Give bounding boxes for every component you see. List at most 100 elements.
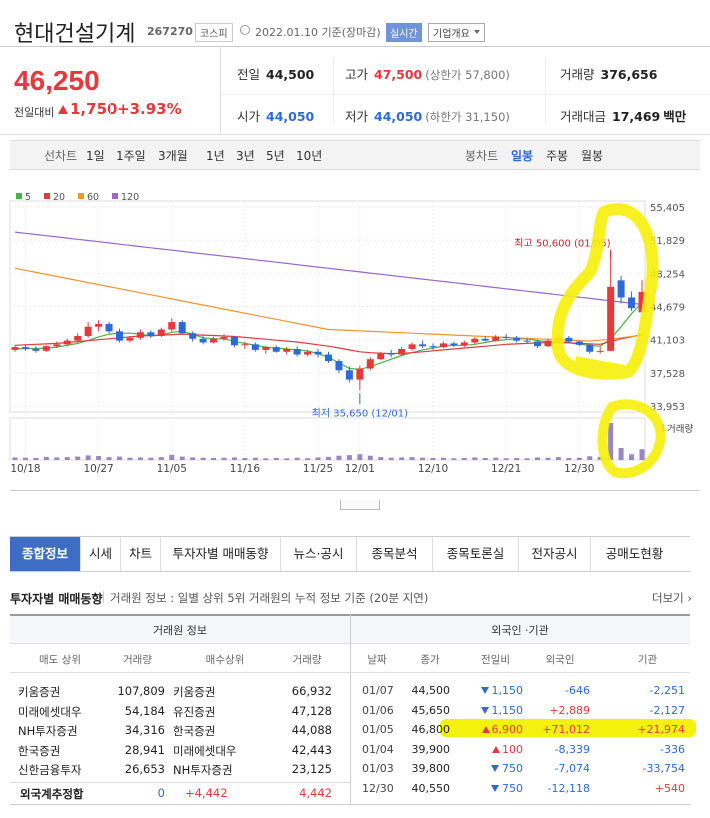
y-tick-label: 55,405	[650, 203, 685, 214]
volume-bar	[12, 457, 18, 460]
stat: 고가 47,500 (상한가 57,800)	[345, 64, 510, 83]
candle-body	[617, 280, 625, 298]
x-tick-label: 12/01	[345, 463, 375, 475]
candle-body	[471, 338, 479, 343]
volume-bar	[127, 457, 133, 460]
period-tab[interactable]: 3년	[236, 149, 255, 163]
collapse-button[interactable]	[340, 500, 380, 510]
period-tab[interactable]: 3개월	[158, 149, 188, 163]
x-tick-label: 11/16	[230, 463, 261, 475]
divider	[220, 46, 221, 134]
company-button[interactable]: 기업개요	[428, 23, 485, 42]
period-tab[interactable]: 1일	[86, 149, 105, 163]
realtime-badge[interactable]: 실시간	[386, 23, 422, 42]
period-tab[interactable]: 5년	[266, 149, 285, 163]
period-tab[interactable]: 1주일	[116, 149, 146, 163]
company-button-text: 기업개요	[433, 29, 470, 40]
y-tick-label: 44,679	[650, 303, 685, 314]
period-tab[interactable]: 1년	[206, 149, 225, 163]
legend-swatch	[112, 193, 118, 199]
change-cell: 750	[468, 762, 523, 775]
nav-tab[interactable]: 뉴스·공시	[280, 537, 356, 571]
nav-tab[interactable]: 공매도현황	[590, 537, 678, 571]
volume-bar	[409, 457, 415, 460]
close-cell: 44,500	[411, 684, 451, 697]
table-title: 거래원 정보	[152, 624, 208, 637]
candle-body	[304, 351, 312, 355]
nav-tab[interactable]: 투자자별 매매동향	[160, 537, 280, 571]
stat: 거래대금 17,469 백만	[560, 106, 686, 125]
volume-bar	[252, 457, 258, 460]
volume-bar	[430, 458, 436, 460]
candle-body	[586, 344, 594, 352]
candle-body	[335, 361, 343, 371]
more-text: 더보기	[652, 591, 684, 605]
volume-cell: 66,932	[291, 684, 332, 698]
candle-body	[356, 368, 364, 380]
candle-body	[481, 338, 489, 341]
highlight-scribble	[597, 399, 666, 479]
stat-value: 44,050	[374, 109, 423, 124]
nav-tab[interactable]: 종합정보	[10, 537, 80, 571]
candle-body	[230, 336, 238, 346]
caret	[473, 30, 480, 34]
more-link[interactable]: 더보기 ›	[652, 591, 693, 605]
volume-bar	[357, 454, 363, 460]
stat-label: 시가	[237, 109, 261, 124]
price: 46,250	[14, 65, 100, 96]
candle-body	[251, 344, 259, 350]
x-tick-label: 11/05	[157, 463, 187, 475]
chart: 55,405 51,829 48,254 44,679 41,103 37,528 33,9…	[9, 192, 693, 479]
stat: 시가 44,050	[237, 106, 314, 125]
volume-bar	[315, 457, 321, 460]
volume-frame	[9, 417, 646, 461]
change-cell: 1,150	[468, 704, 523, 717]
legend-swatch	[78, 193, 84, 199]
candle-body	[638, 291, 646, 313]
change-value: 750	[502, 762, 523, 775]
close-cell: 46,800	[411, 723, 451, 736]
column-header: 매도 상위	[39, 654, 81, 666]
candle-tab[interactable]: 월봉	[581, 149, 604, 163]
date: 2022.01.10 기준(장마감)	[255, 26, 381, 39]
stat-unit: 백만	[663, 109, 687, 124]
change-cell: 750	[468, 782, 523, 795]
stat: 저가 44,050 (하한가 31,150)	[345, 106, 510, 125]
candle-body	[11, 347, 19, 350]
nav-tab[interactable]: 종목토론실	[432, 537, 518, 571]
tab-label: 선차트	[44, 149, 78, 163]
foreign-cell: +71,012	[542, 723, 590, 736]
arrow	[480, 687, 489, 694]
change-value: 6,900	[491, 723, 524, 736]
close-cell: 39,800	[411, 762, 451, 775]
candle-tab[interactable]: 주봉	[546, 149, 569, 163]
stat-note: (하한가 31,150)	[425, 110, 510, 124]
arrow	[58, 105, 68, 114]
nav-tab[interactable]: 시세	[80, 537, 120, 571]
volume-bar	[629, 454, 635, 460]
candle-body	[345, 370, 353, 380]
candle-body	[210, 338, 218, 343]
candle-body	[398, 348, 406, 355]
candle-body	[105, 323, 113, 332]
nav-tab[interactable]: 종목분석	[356, 537, 432, 571]
stat-value: 44,050	[266, 109, 315, 124]
divider	[103, 591, 104, 603]
legend-swatch	[44, 193, 50, 199]
column-header: 전일비	[481, 654, 510, 666]
candle-body	[42, 346, 50, 351]
total-cell: 외국계추정합	[20, 787, 84, 801]
volume-bar	[555, 457, 561, 460]
volume-bar	[200, 457, 206, 460]
stat-label: 고가	[345, 67, 369, 82]
period-tab[interactable]: 10년	[296, 149, 323, 163]
section-title: 투자자별 매매동향	[10, 592, 103, 606]
column-header: 매수상위	[205, 654, 245, 666]
candle-tab[interactable]: 일봉	[511, 149, 534, 163]
candle-body	[147, 332, 155, 336]
volume-bar	[524, 458, 530, 460]
candle-body	[492, 336, 500, 341]
nav-tab[interactable]: 차트	[120, 537, 160, 571]
candle-body	[178, 322, 186, 334]
nav-tab[interactable]: 전자공시	[518, 537, 590, 571]
